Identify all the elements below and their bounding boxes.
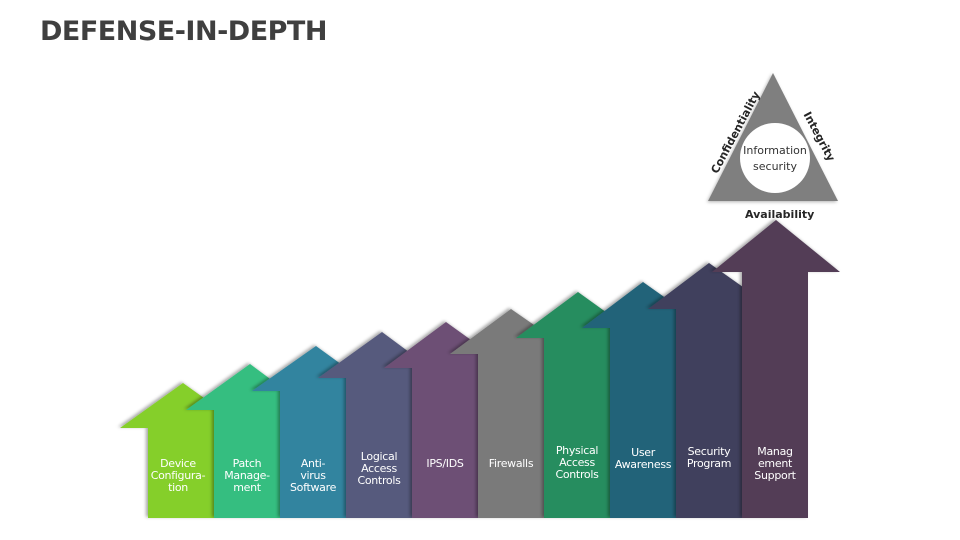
arrow-label-firewalls: Firewalls bbox=[478, 458, 544, 470]
label-line: Software bbox=[289, 481, 337, 494]
triad-availability-label: Availability bbox=[745, 208, 815, 221]
label-line: Security bbox=[687, 445, 731, 458]
label-line: Anti- bbox=[300, 457, 326, 470]
label-line: virus bbox=[300, 469, 326, 482]
label-line: Awareness bbox=[614, 458, 672, 471]
label-line: ment bbox=[233, 481, 261, 494]
arrow-label-logical-access-controls: Logical Access Controls bbox=[346, 451, 412, 487]
label-line: Logical bbox=[360, 450, 398, 463]
label-line: Firewalls bbox=[488, 457, 534, 470]
arrow-label-patch-management: Patch Manage- ment bbox=[214, 458, 280, 494]
label-line: Physical bbox=[555, 444, 599, 457]
arrow-physical-access-controls bbox=[516, 292, 642, 518]
label-line: Support bbox=[754, 469, 796, 482]
arrow-label-antivirus-software: Anti- virus Software bbox=[280, 458, 346, 494]
triad-center-text: Information security bbox=[735, 143, 815, 175]
arrow-label-management-support: Manag ement Support bbox=[742, 446, 808, 482]
label-line: User bbox=[631, 446, 655, 459]
label-line: Manag bbox=[757, 445, 793, 458]
arrow-firewalls bbox=[450, 309, 576, 518]
label-line: Program bbox=[686, 457, 732, 470]
label-line: Controls bbox=[555, 468, 599, 481]
arrow-label-physical-access-controls: Physical Access Controls bbox=[544, 445, 610, 481]
arrow-management-support bbox=[712, 220, 840, 518]
triad-center-line2: security bbox=[753, 160, 797, 173]
label-line: Access bbox=[361, 462, 397, 475]
label-line: IPS/IDS bbox=[426, 457, 464, 470]
arrow-label-device-configuration: Device Configura- tion bbox=[145, 458, 211, 494]
label-line: tion bbox=[168, 481, 188, 494]
label-line: Patch bbox=[232, 457, 262, 470]
arrow-ips-ids bbox=[384, 322, 510, 518]
arrow-label-ips-ids: IPS/IDS bbox=[412, 458, 478, 470]
arrow-logical-access-controls bbox=[318, 332, 444, 518]
label-line: Configura- bbox=[150, 469, 206, 482]
triad-center-line1: Information bbox=[743, 144, 807, 157]
label-line: Controls bbox=[357, 474, 401, 487]
arrow-label-user-awareness: User Awareness bbox=[610, 447, 676, 471]
arrow-security-program bbox=[648, 263, 774, 518]
arrow-user-awareness bbox=[582, 282, 708, 518]
page-title: DEFENSE-IN-DEPTH bbox=[40, 16, 327, 47]
triad-circle bbox=[740, 123, 810, 193]
label-line: Access bbox=[559, 456, 595, 469]
label-line: ement bbox=[757, 457, 793, 470]
label-line: Manage- bbox=[224, 469, 270, 482]
arrow-label-security-program: Security Program bbox=[676, 446, 742, 470]
label-line: Device bbox=[160, 457, 196, 470]
